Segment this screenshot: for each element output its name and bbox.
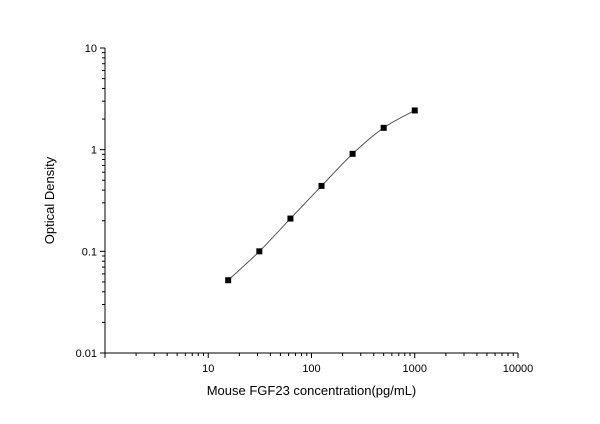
data-points — [225, 107, 418, 284]
fit-curve — [227, 110, 415, 281]
data-point — [318, 182, 325, 189]
data-point — [380, 124, 387, 131]
axes: 10 100 1000 10000 0.01 0.1 1 10 — [76, 43, 534, 375]
x-tick-label: 100 — [302, 363, 320, 375]
data-point — [287, 215, 294, 222]
x-tick-label: 1000 — [403, 363, 427, 375]
data-point — [349, 150, 356, 157]
y-tick-label: 10 — [85, 43, 97, 55]
y-tick-label: 1 — [91, 145, 97, 157]
fit-curve-group — [227, 110, 415, 281]
data-point — [225, 277, 232, 284]
data-point — [411, 107, 418, 114]
y-tick-label: 0.1 — [82, 246, 97, 258]
y-tick-label: 0.01 — [76, 348, 97, 360]
x-tick-label: 10 — [202, 363, 214, 375]
x-tick-label: 10000 — [503, 363, 534, 375]
y-axis-label: Optical Density — [42, 156, 57, 244]
x-axis-label: Mouse FGF23 concentration(pg/mL) — [207, 383, 417, 398]
data-point — [256, 248, 263, 255]
